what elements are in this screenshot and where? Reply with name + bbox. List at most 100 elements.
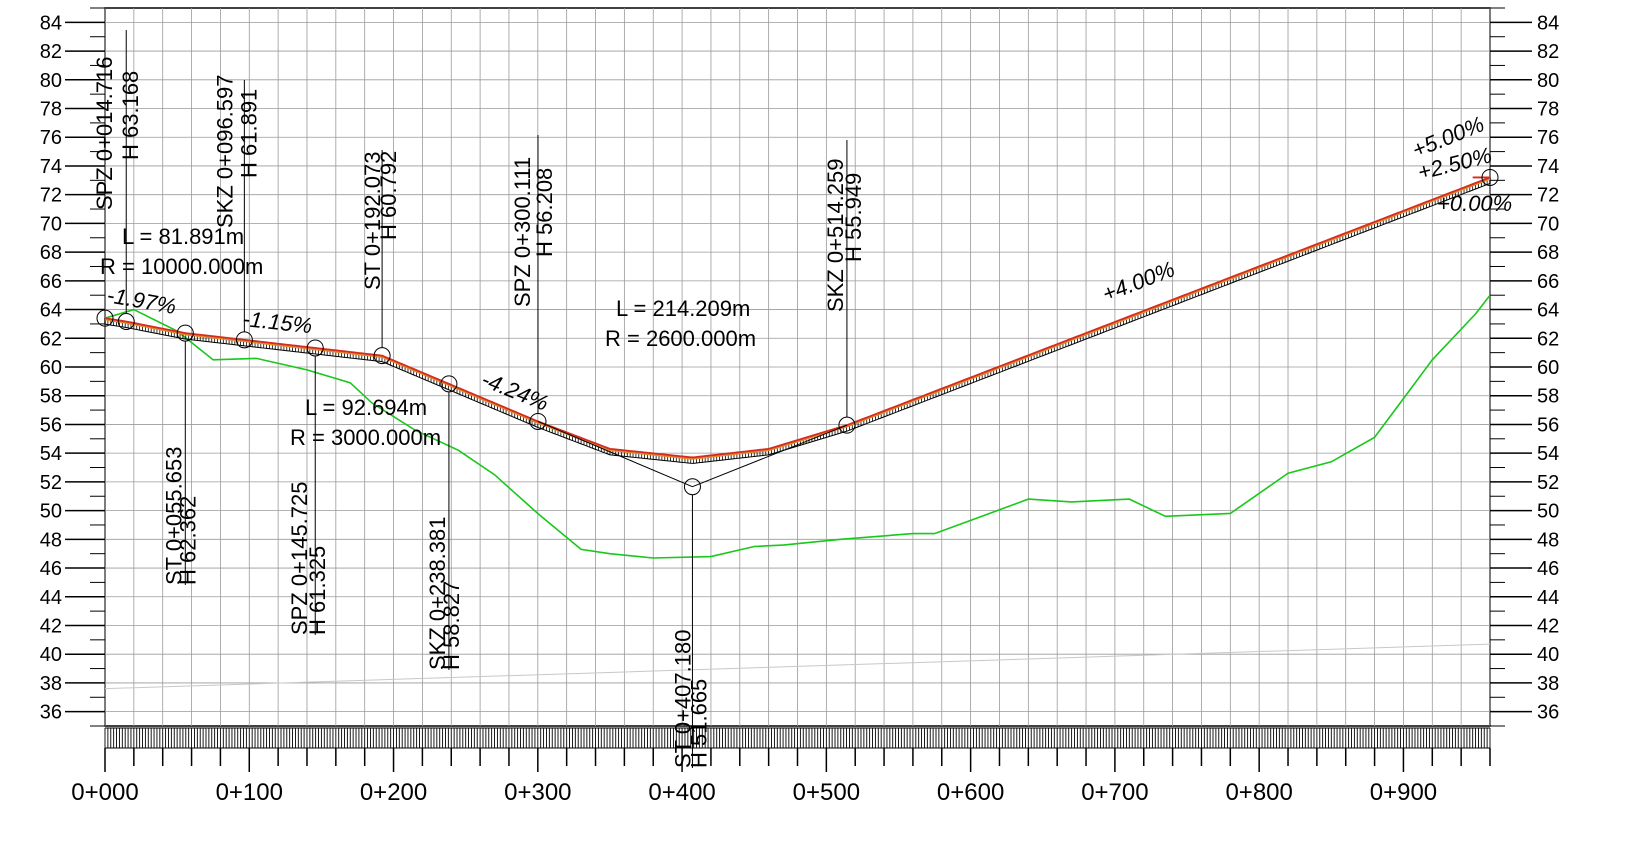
- station-name: SKZ 0+238.381: [425, 516, 450, 670]
- station-name: SKZ 0+096.597: [212, 74, 237, 228]
- y-tick-label-left: 66: [40, 271, 62, 293]
- station-elevation: H 61.325: [305, 546, 330, 635]
- y-tick-label-right: 38: [1537, 673, 1559, 695]
- y-tick-label-left: 38: [40, 673, 62, 695]
- y-tick-label-right: 80: [1537, 70, 1559, 92]
- y-tick-label-right: 56: [1537, 414, 1559, 436]
- profile-lower-edge: [104, 182, 1491, 464]
- reference-line: [104, 643, 1491, 690]
- x-tick-label: 0+800: [1225, 779, 1292, 806]
- y-tick-label-left: 50: [40, 501, 62, 523]
- curve-2-length: L = 92.694m: [305, 395, 427, 420]
- station-name: SPZ 0+145.725: [287, 481, 312, 635]
- y-tick-label-left: 82: [40, 41, 62, 63]
- y-tick-label-right: 68: [1537, 242, 1559, 264]
- y-tick-label-left: 64: [40, 300, 62, 322]
- station-elevation: H 63.168: [118, 71, 143, 160]
- axes: 84 84 82 82 80 80 78 78 76 76 74 74 72 72 70 70 68 68 66 66…: [40, 7, 1559, 727]
- y-tick-label-left: 36: [40, 702, 62, 724]
- station-elevation: H 55.949: [841, 173, 866, 262]
- y-tick-label-left: 54: [40, 443, 62, 465]
- y-tick-label-left: 40: [40, 644, 62, 666]
- station-name: SPZ 0+300.111: [510, 157, 535, 307]
- y-tick-label-right: 52: [1537, 472, 1559, 494]
- x-tick-label: 0+000: [71, 779, 138, 806]
- y-tick-label-left: 48: [40, 529, 62, 551]
- curve-1-length: L = 81.891m: [122, 224, 244, 249]
- y-tick-label-left: 80: [40, 70, 62, 92]
- y-tick-label-right: 74: [1537, 156, 1559, 178]
- tangent-right: [692, 424, 848, 488]
- x-tick-label: 0+400: [648, 779, 715, 806]
- station-elevation: H 51.665: [686, 679, 711, 768]
- x-tick-label: 0+900: [1370, 779, 1437, 806]
- y-tick-label-right: 46: [1537, 558, 1559, 580]
- grade-label-7: +0.00%: [1437, 191, 1512, 216]
- y-tick-label-right: 82: [1537, 41, 1559, 63]
- y-tick-label-left: 56: [40, 414, 62, 436]
- series: [104, 176, 1491, 559]
- design-line: [104, 176, 1491, 459]
- y-tick-label-left: 42: [40, 615, 62, 637]
- curve-2-radius: R = 3000.000m: [290, 425, 441, 450]
- y-tick-label-left: 46: [40, 558, 62, 580]
- y-tick-label-right: 60: [1537, 357, 1559, 379]
- design-line-shadow: [104, 178, 1491, 460]
- y-tick-label-right: 42: [1537, 615, 1559, 637]
- station-elevation: H 62.362: [175, 496, 200, 585]
- station-name: ST 0+407.180: [670, 630, 695, 768]
- y-tick-label-left: 60: [40, 357, 62, 379]
- y-tick-label-left: 72: [40, 185, 62, 207]
- y-tick-label-left: 62: [40, 328, 62, 350]
- curve-1-radius: R = 10000.000m: [100, 254, 263, 279]
- x-tick-label: 0+200: [360, 779, 427, 806]
- y-tick-label-right: 64: [1537, 300, 1559, 322]
- terrain-line: [104, 294, 1491, 559]
- station-name: ST 0+055.653: [161, 447, 186, 585]
- y-tick-label-right: 84: [1537, 12, 1559, 34]
- y-tick-label-right: 54: [1537, 443, 1559, 465]
- y-tick-label-right: 76: [1537, 127, 1559, 149]
- y-tick-label-right: 50: [1537, 501, 1559, 523]
- station-elevation: H 58.827: [439, 581, 464, 670]
- curve-3-length: L = 214.209m: [616, 296, 750, 321]
- y-tick-label-right: 78: [1537, 99, 1559, 121]
- y-tick-label-right: 70: [1537, 213, 1559, 235]
- y-tick-label-left: 74: [40, 156, 62, 178]
- x-tick-label: 0+100: [216, 779, 283, 806]
- y-tick-label-right: 40: [1537, 644, 1559, 666]
- station-name: SKZ 0+514.259: [823, 158, 848, 312]
- end-point-marker: [1481, 168, 1499, 186]
- station-elevation: H 60.792: [376, 151, 401, 240]
- y-tick-label-right: 66: [1537, 271, 1559, 293]
- station-hatch-band: 0+000 0+100 0+200 0+300 0+400 0+500 0+600 0+700…: [71, 727, 1491, 806]
- station-elevation: H 56.208: [532, 168, 557, 257]
- y-tick-label-left: 78: [40, 99, 62, 121]
- grid: [104, 7, 1491, 727]
- y-tick-label-left: 52: [40, 472, 62, 494]
- y-tick-label-right: 36: [1537, 702, 1559, 724]
- y-tick-label-left: 76: [40, 127, 62, 149]
- y-tick-label-left: 84: [40, 12, 62, 34]
- y-tick-label-left: 70: [40, 213, 62, 235]
- y-tick-label-left: 44: [40, 587, 62, 609]
- x-tick-label: 0+600: [937, 779, 1004, 806]
- y-tick-label-right: 72: [1537, 185, 1559, 207]
- x-tick-label: 0+500: [793, 779, 860, 806]
- x-tick-label: 0+700: [1081, 779, 1148, 806]
- start-point-marker: [96, 309, 114, 327]
- y-tick-label-left: 68: [40, 242, 62, 264]
- y-tick-label-right: 44: [1537, 587, 1559, 609]
- curve-3-radius: R = 2600.000m: [605, 326, 756, 351]
- y-tick-label-left: 58: [40, 386, 62, 408]
- station-elevation: H 61.891: [236, 89, 261, 178]
- x-tick-label: 0+300: [504, 779, 571, 806]
- station-name: SPZ 0+014.716: [92, 56, 117, 210]
- y-tick-label-right: 62: [1537, 328, 1559, 350]
- tangent-left: [537, 420, 693, 488]
- y-tick-label-right: 58: [1537, 386, 1559, 408]
